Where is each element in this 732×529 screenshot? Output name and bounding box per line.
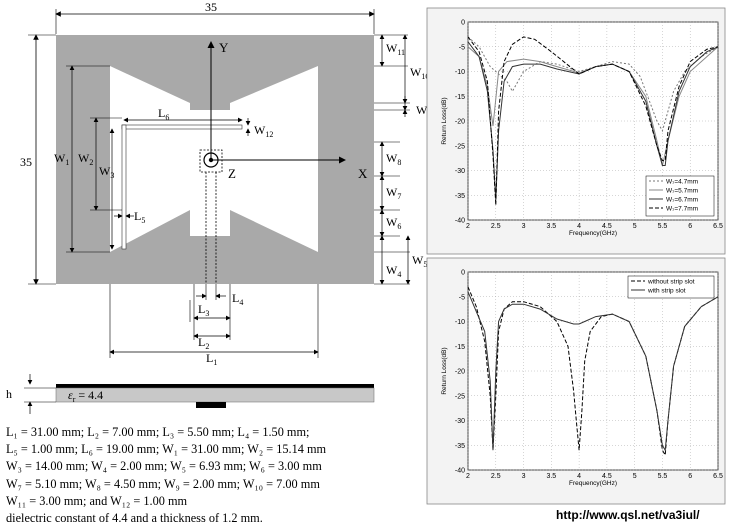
- series-line-4: [467, 36, 719, 206]
- series-line-1: [467, 286, 719, 457]
- label-L5: L5: [134, 209, 145, 225]
- legend: without strip slot with strip slot: [627, 275, 715, 299]
- legend-label: W₇=5.7mm: [666, 188, 698, 195]
- caption-line: W₃ = 14.00 mm; W₄ = 2.00 mm; W₅ = 6.93 m…: [6, 459, 322, 474]
- strip-slot-horizontal: [121, 124, 243, 130]
- label-L1: L1: [206, 351, 217, 367]
- x-tick-label: 3: [522, 223, 526, 230]
- series-line-1: [467, 36, 719, 133]
- y-tick-label: 0: [461, 270, 465, 277]
- axis-y-label: Y: [219, 40, 229, 55]
- y-axis-label: Return Loss(dB): [441, 97, 448, 144]
- y-tick-label: -10: [455, 319, 465, 326]
- x-tick-label: 3.5: [546, 223, 556, 230]
- y-tick-label: -25: [455, 393, 465, 400]
- x-tick-label: 3: [522, 473, 526, 480]
- legend-label: without strip slot: [647, 279, 695, 286]
- label-W1: W1: [54, 151, 69, 167]
- chart-1: 2 2.5 3 3.5 4 4.5 5 5.5 6 6.5 0 -5 -10 -15 -20 -25 -30 -3…: [441, 20, 723, 238]
- label-W11: W11: [386, 41, 405, 57]
- caption-line: W₇ = 5.10 mm; W₈ = 4.50 mm; W₉ = 2.00 mm…: [6, 476, 320, 491]
- y-tick-label: -25: [455, 143, 465, 150]
- label-L2: L2: [198, 335, 209, 351]
- axis-z-label: Z: [228, 166, 236, 181]
- x-tick-label: 2: [466, 473, 470, 480]
- y-tick-label: -5: [459, 294, 465, 301]
- x-tick-label: 6.5: [713, 473, 723, 480]
- plot-area: [467, 271, 719, 471]
- y-tick-label: -30: [455, 168, 465, 175]
- caption-line: dielectric constant of 4.4 and a thickne…: [6, 511, 263, 526]
- x-tick-label: 2.5: [491, 223, 501, 230]
- x-tick-label: 6.5: [713, 223, 723, 230]
- x-tick-label: 2.5: [491, 473, 501, 480]
- label-W12: W12: [254, 123, 273, 139]
- label-W2: W2: [78, 151, 93, 167]
- x-tick-label: 4: [577, 473, 581, 480]
- x-tick-label: 4.5: [602, 223, 612, 230]
- bottom-feed: [196, 402, 226, 408]
- caption-line: L₁ = 31.00 mm; L₂ = 7.00 mm; L₃ = 5.50 m…: [6, 425, 310, 439]
- legend-label: W₇=4.7mm: [666, 179, 698, 186]
- strip-slot-vertical: [121, 124, 127, 250]
- label-W5: W5: [412, 253, 427, 269]
- height-label: 35: [20, 155, 32, 169]
- legend: W₇=4.7mm W₇=5.7mm W₇=6.7mm W₇=7.7mm: [645, 175, 715, 217]
- x-tick-label: 6: [688, 473, 692, 480]
- label-W10: W10: [410, 65, 429, 81]
- substrate: [55, 387, 375, 403]
- x-tick-label: 5.5: [658, 473, 668, 480]
- legend-label: with strip slot: [647, 288, 686, 295]
- x-tick-label: 4: [577, 223, 581, 230]
- chart-2: 2 2.5 3 3.5 4 4.5 5 5.5 6 6.5 0 -5 -10 -15 -20 -25 -30 -3…: [441, 270, 723, 488]
- x-tick-label: 5: [633, 473, 637, 480]
- label-W3: W3: [99, 164, 114, 180]
- x-tick-label: 5.5: [658, 223, 668, 230]
- x-axis-label: Frequency(GHz): [569, 480, 617, 487]
- label-W4: W4: [386, 263, 401, 279]
- y-tick-label: -35: [455, 193, 465, 200]
- x-tick-label: 2: [466, 223, 470, 230]
- y-axis-label: Return Loss(dB): [441, 347, 448, 394]
- y-tick-label: -15: [455, 344, 465, 351]
- y-tick-label: -20: [455, 119, 465, 126]
- caption-line: W₁₁ = 3.00 mm; and W₁₂ = 1.00 mm: [6, 493, 188, 508]
- x-tick-label: 4.5: [602, 473, 612, 480]
- y-tick-label: -10: [455, 69, 465, 76]
- width-label: 35: [205, 0, 217, 14]
- series-line-2: [467, 291, 719, 452]
- label-W6: W6: [386, 215, 401, 231]
- y-tick-label: -40: [455, 218, 465, 225]
- source-url[interactable]: http://www.qsl.net/va3iul/: [556, 508, 700, 522]
- x-axis-label: Frequency(GHz): [569, 230, 617, 237]
- dimension-caption: L₁ = 31.00 mm; L₂ = 7.00 mm; L₃ = 5.50 m…: [6, 424, 426, 527]
- legend-label: W₇=7.7mm: [666, 206, 698, 213]
- substrate-eps: εr = 4.4: [68, 388, 103, 404]
- y-tick-label: -5: [459, 44, 465, 51]
- substrate-h: h: [6, 387, 12, 401]
- label-W7: W7: [386, 185, 401, 201]
- y-tick-label: -35: [455, 443, 465, 450]
- axis-x-label: X: [358, 166, 368, 181]
- caption-line: L₅ = 1.00 mm; L₆ = 19.00 mm; W₁ = 31.00 …: [6, 442, 327, 457]
- legend-label: W₇=6.7mm: [666, 197, 698, 204]
- y-tick-label: -20: [455, 369, 465, 376]
- y-tick-label: 0: [461, 20, 465, 27]
- label-L6: L6: [158, 106, 169, 122]
- y-tick-label: -30: [455, 418, 465, 425]
- top-copper: [56, 384, 374, 388]
- x-tick-label: 6: [688, 223, 692, 230]
- y-tick-label: -15: [455, 94, 465, 101]
- y-tick-label: -40: [455, 468, 465, 475]
- x-tick-label: 3.5: [546, 473, 556, 480]
- x-tick-label: 5: [633, 223, 637, 230]
- label-W8: W8: [386, 151, 401, 167]
- label-L4: L4: [232, 291, 243, 307]
- label-L3: L3: [198, 302, 209, 318]
